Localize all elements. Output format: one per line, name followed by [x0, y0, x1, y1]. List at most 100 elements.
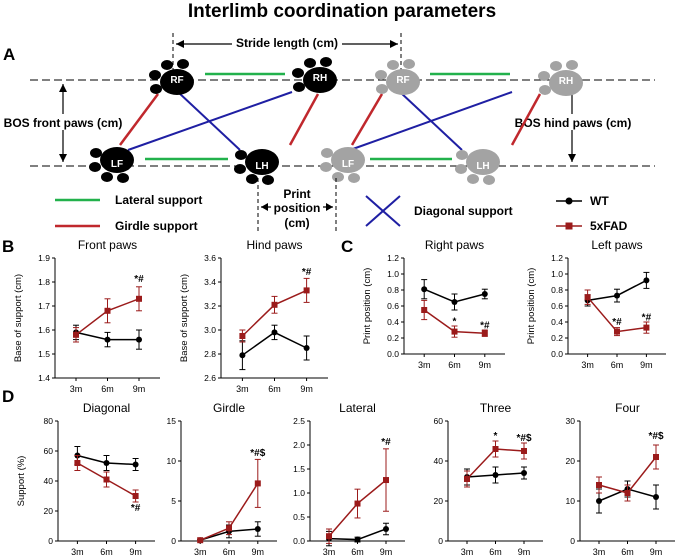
data-point	[614, 328, 620, 335]
y-tick-label: 5	[171, 496, 176, 506]
bos-front-arrowhead-top	[59, 84, 67, 92]
y-tick-label: 2.8	[204, 349, 216, 359]
gait-diagram: Stride length (cm) BOS front paws (cm) B…	[4, 33, 655, 233]
data-point	[492, 446, 499, 452]
y-tick-label: 20	[566, 456, 576, 466]
x-tick-label: 6m	[611, 360, 624, 370]
significance-label: *#$	[516, 433, 531, 444]
data-point	[136, 336, 142, 343]
x-tick-label: 9m	[479, 360, 492, 370]
x-tick-label: 6m	[101, 384, 114, 394]
data-point	[643, 277, 650, 284]
fad-legend-label: 5xFAD	[590, 219, 628, 233]
data-point	[481, 330, 488, 337]
x-tick-label: 9m	[380, 547, 393, 555]
y-tick-label: 10	[566, 496, 576, 506]
data-point	[464, 476, 470, 482]
fad-legend-marker	[565, 222, 573, 230]
y-tick-label: 1.4	[38, 373, 50, 383]
data-point	[584, 294, 591, 301]
chart-title: Right paws	[425, 238, 484, 252]
y-axis-label: Support (%)	[16, 456, 27, 507]
print-label-3: (cm)	[284, 216, 309, 230]
y-tick-label: 60	[44, 446, 54, 456]
data-point	[521, 448, 527, 454]
print-label-bg	[271, 201, 323, 213]
bos-front-label: BOS front paws (cm)	[4, 116, 123, 130]
y-tick-label: 20	[44, 506, 54, 516]
data-point	[614, 292, 620, 299]
significance-label: *#$	[648, 431, 663, 442]
chart-diagonal: Diagonal 0 20 40 60 80 3m 6m 9m Support (%) *#	[16, 401, 155, 555]
y-axis-label: Base of support (cm)	[13, 274, 24, 362]
charts-layer: Front paws 1.4 1.5 1.6 1.7 1.8 1.9 3m 6m 9m Base o…	[13, 238, 675, 555]
data-point	[596, 482, 602, 488]
y-tick-label: 1.8	[38, 277, 50, 287]
wt-legend-label: WT	[590, 194, 609, 208]
group-legend: WT 5xFAD	[556, 194, 628, 233]
bos-hind-label: BOS hind paws (cm)	[515, 116, 632, 130]
girdle-line-front-2	[350, 93, 384, 146]
print-label-2: position	[274, 201, 321, 215]
y-tick-label: 2.0	[293, 440, 305, 450]
y-tick-label: 0.0	[387, 349, 399, 359]
data-point	[103, 476, 110, 483]
significance-label: *#	[131, 503, 141, 514]
girdle-line-front-1	[118, 93, 160, 146]
data-point	[451, 328, 458, 335]
panel-letter-d: D	[2, 387, 14, 406]
x-tick-label: 3m	[194, 547, 207, 555]
data-point	[481, 291, 488, 297]
diagonal-legend-swatch-b	[365, 195, 401, 227]
data-point	[421, 307, 428, 313]
data-point	[271, 329, 278, 336]
data-point	[74, 460, 81, 466]
stride-label: Stride length (cm)	[236, 36, 338, 50]
print-label-1: Print	[283, 187, 310, 201]
x-tick-label: 9m	[650, 547, 663, 555]
girdle-line-hind-2	[510, 93, 542, 146]
panel-letter-c: C	[341, 237, 353, 256]
significance-label: *#	[134, 274, 144, 285]
y-tick-label: 0	[48, 536, 53, 546]
y-axis-label: Print position (cm)	[362, 268, 373, 345]
data-point	[254, 480, 261, 487]
data-point	[421, 286, 428, 293]
chart-title: Three	[480, 401, 512, 415]
data-point	[197, 537, 204, 544]
chart-title: Front paws	[78, 238, 137, 252]
data-point	[596, 498, 602, 504]
diagonal-line-2	[177, 91, 241, 151]
panel-letter-a: A	[3, 45, 15, 64]
x-tick-label: 9m	[518, 547, 531, 555]
y-tick-label: 3.0	[204, 325, 216, 335]
y-tick-label: 0.0	[551, 349, 563, 359]
y-tick-label: 30	[566, 416, 576, 426]
chart-left-paws: Left paws 0.0 0.2 0.4 0.6 0.8 1.0 1.2 3m 6m 9m Prin…	[526, 238, 666, 370]
x-tick-label: 3m	[461, 547, 474, 555]
y-tick-label: 1.5	[38, 349, 50, 359]
y-tick-label: 40	[434, 456, 444, 466]
x-tick-label: 3m	[70, 384, 83, 394]
y-tick-label: 1.7	[38, 301, 50, 311]
paw-lh2-label: LH	[476, 161, 489, 172]
y-tick-label: 0.0	[293, 536, 305, 546]
y-tick-label: 20	[434, 496, 444, 506]
data-point	[271, 301, 278, 308]
data-point	[104, 336, 111, 343]
diagonal-legend-label: Diagonal support	[414, 204, 513, 218]
girdle-line-hind-1	[288, 93, 320, 146]
x-tick-label: 3m	[418, 360, 431, 370]
paw-lf-label: LF	[111, 159, 123, 170]
y-tick-label: 2.5	[293, 416, 305, 426]
x-tick-label: 9m	[252, 547, 265, 555]
stride-arrowhead-right	[390, 40, 398, 48]
bos-front-arrowhead-bottom	[59, 154, 67, 162]
x-tick-label: 6m	[621, 547, 634, 555]
data-point	[254, 526, 261, 532]
y-tick-label: 2.6	[204, 373, 216, 383]
y-tick-label: 10	[167, 456, 177, 466]
data-point	[303, 287, 310, 294]
y-tick-label: 1.5	[293, 464, 305, 474]
